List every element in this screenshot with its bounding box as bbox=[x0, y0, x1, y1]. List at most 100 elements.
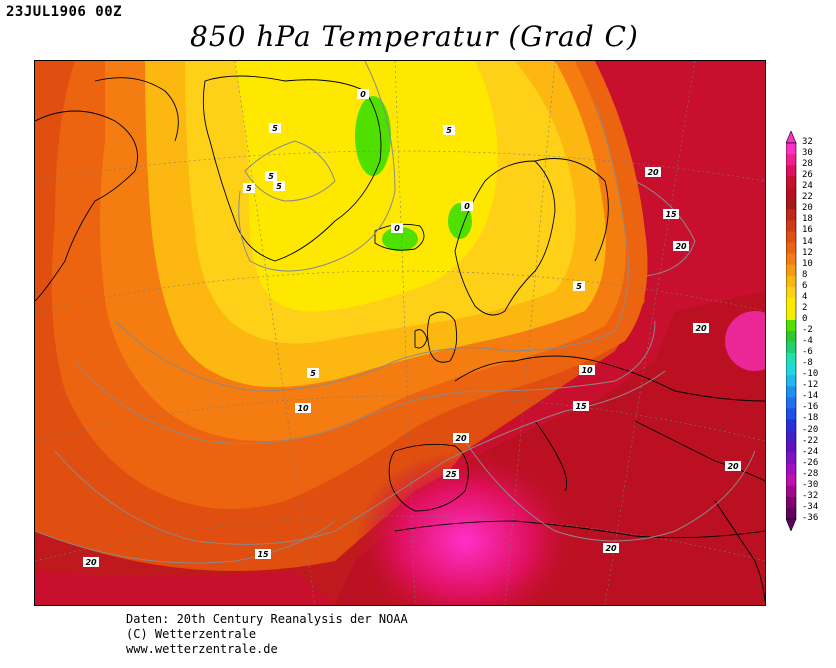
contour-label-20f: 20 bbox=[603, 543, 619, 553]
svg-text:0: 0 bbox=[360, 90, 366, 99]
legend-tick-label: 22 bbox=[802, 192, 813, 203]
svg-text:20: 20 bbox=[85, 558, 97, 567]
legend-tick-label: -6 bbox=[802, 347, 813, 358]
legend-swatch bbox=[786, 198, 796, 210]
legend-tick-label: -34 bbox=[802, 501, 819, 512]
timestamp: 23JUL1906 00Z bbox=[6, 4, 123, 20]
hot-spot-iberia bbox=[355, 451, 575, 605]
temperature-map: 0 0 0 5 5 5 5 5 5 5 10 10 15 15 15 20 20… bbox=[34, 60, 766, 606]
contour-label-20a: 20 bbox=[645, 167, 661, 177]
legend-swatch bbox=[786, 275, 796, 288]
contour-label-5d: 5 bbox=[243, 183, 255, 193]
legend-tick-label: 26 bbox=[802, 170, 813, 181]
legend-tick-label: -10 bbox=[802, 369, 819, 380]
legend-tick-label: -32 bbox=[802, 490, 819, 501]
legend-swatch bbox=[786, 496, 796, 509]
legend-colorbar bbox=[786, 131, 797, 531]
legend-swatch bbox=[786, 331, 796, 343]
chart-title: 850 hPa Temperatur (Grad C) bbox=[190, 20, 639, 53]
legend-swatch bbox=[786, 386, 796, 398]
contour-label-10b: 10 bbox=[579, 365, 595, 375]
contour-label-20e: 20 bbox=[725, 461, 741, 471]
legend-swatch bbox=[786, 308, 796, 321]
legend-tick-label: 4 bbox=[802, 291, 808, 302]
legend-swatch bbox=[786, 353, 796, 365]
legend-tick-label: -16 bbox=[802, 402, 819, 413]
svg-text:25: 25 bbox=[445, 470, 457, 479]
legend-swatch bbox=[786, 408, 796, 420]
legend-swatch bbox=[786, 397, 796, 409]
contour-lines bbox=[35, 61, 756, 564]
legend-tick-label: 28 bbox=[802, 159, 813, 170]
legend-swatch bbox=[786, 507, 796, 520]
legend-swatch bbox=[786, 220, 796, 232]
legend-swatch bbox=[786, 165, 796, 177]
hot-southwest-region bbox=[35, 571, 335, 605]
graticule bbox=[35, 61, 765, 605]
legend-tick-label: -24 bbox=[802, 446, 819, 457]
svg-text:5: 5 bbox=[272, 124, 278, 133]
svg-text:20: 20 bbox=[455, 434, 467, 443]
legend-swatch bbox=[786, 297, 796, 310]
legend-swatch bbox=[786, 319, 796, 332]
legend-swatch bbox=[786, 176, 796, 188]
contour-label-25a: 25 bbox=[443, 469, 459, 479]
legend-tick-label: -28 bbox=[802, 468, 819, 479]
credits-copyright: (C) Wetterzentrale bbox=[126, 627, 257, 641]
svg-text:20: 20 bbox=[727, 462, 739, 471]
legend-swatch bbox=[786, 231, 796, 243]
legend-swatch bbox=[786, 286, 796, 299]
credits-website[interactable]: www.wetterzentrale.de bbox=[126, 642, 278, 656]
legend-tick-label: 32 bbox=[802, 137, 813, 147]
legend-swatch bbox=[786, 209, 796, 221]
legend-tick-label: 14 bbox=[802, 236, 813, 247]
legend-tick-label: 18 bbox=[802, 214, 813, 225]
legend-swatch bbox=[786, 463, 796, 476]
legend-tick-label: 6 bbox=[802, 280, 808, 291]
legend-tick-label: 2 bbox=[802, 302, 808, 313]
color-legend: 32 30 28 26 24 22 20 18 16 14 12 10 8 6 4 2 0 -2 -4 -6 -8 -10… bbox=[786, 131, 836, 531]
legend-tick-label: 0 bbox=[802, 313, 808, 324]
contour-label-5c: 5 bbox=[273, 181, 285, 191]
credits: Daten: 20th Century Reanalysis der NOAA … bbox=[126, 612, 408, 657]
legend-swatch bbox=[786, 253, 796, 265]
legend-swatch bbox=[786, 441, 796, 453]
contour-label-5b: 5 bbox=[265, 171, 277, 181]
contour-label-15c: 15 bbox=[255, 549, 271, 559]
svg-text:5: 5 bbox=[310, 369, 316, 378]
legend-swatch bbox=[786, 375, 796, 387]
contour-label-5a: 5 bbox=[269, 123, 281, 133]
legend-swatch bbox=[786, 154, 796, 166]
cold-spot-norway bbox=[448, 203, 472, 239]
svg-text:20: 20 bbox=[605, 544, 617, 553]
contour-label-0a: 0 bbox=[357, 89, 369, 99]
legend-tick-label: -22 bbox=[802, 435, 819, 446]
legend-tick-label: -20 bbox=[802, 424, 819, 435]
legend-tick-label: -30 bbox=[802, 479, 819, 490]
contour-label-5g: 5 bbox=[307, 368, 319, 378]
legend-tick-label: -4 bbox=[802, 336, 813, 347]
contour-labels: 0 0 0 5 5 5 5 5 5 5 10 10 15 15 15 20 20… bbox=[83, 89, 741, 567]
legend-swatch bbox=[786, 485, 796, 498]
legend-tick-label: 30 bbox=[802, 148, 813, 159]
legend-tick-label: 12 bbox=[802, 247, 813, 258]
contour-label-10a: 10 bbox=[295, 403, 311, 413]
legend-swatch bbox=[786, 430, 796, 442]
cold-spot-greenland-east bbox=[355, 96, 391, 176]
svg-text:20: 20 bbox=[675, 242, 687, 251]
contour-label-20g: 20 bbox=[83, 557, 99, 567]
svg-text:10: 10 bbox=[581, 366, 593, 375]
warm-south-region bbox=[35, 291, 765, 605]
svg-text:15: 15 bbox=[257, 550, 269, 559]
legend-swatch bbox=[786, 474, 796, 487]
svg-text:15: 15 bbox=[665, 210, 677, 219]
svg-text:0: 0 bbox=[464, 202, 470, 211]
svg-text:15: 15 bbox=[575, 402, 587, 411]
contour-label-20b: 20 bbox=[673, 241, 689, 251]
svg-text:5: 5 bbox=[246, 184, 252, 193]
legend-tick-label: -8 bbox=[802, 358, 813, 369]
legend-tick-label: -26 bbox=[802, 457, 819, 468]
legend-tick-label: -2 bbox=[802, 325, 813, 335]
contour-label-5f: 5 bbox=[573, 281, 585, 291]
legend-bottom-arrow bbox=[786, 518, 797, 531]
